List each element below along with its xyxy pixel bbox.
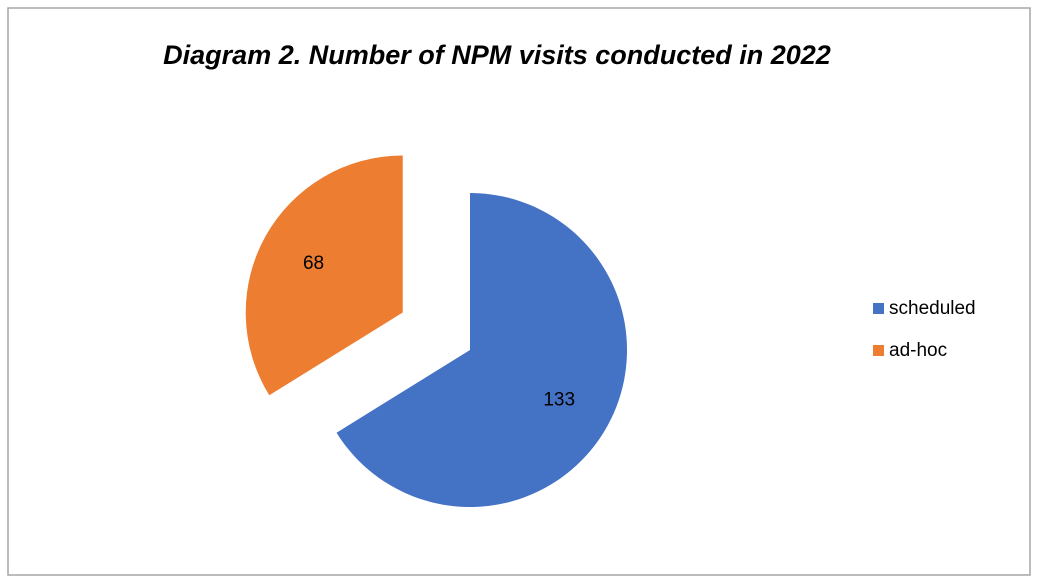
legend-label: ad-hoc — [889, 340, 947, 361]
legend-swatch — [873, 303, 884, 314]
pie-slice — [336, 193, 627, 507]
legend-swatch — [873, 345, 884, 356]
data-label: 133 — [543, 390, 575, 411]
legend-label: scheduled — [889, 298, 976, 319]
pie-slice — [245, 155, 403, 396]
chart-title: Diagram 2. Number of NPM visits conducte… — [163, 40, 831, 70]
data-label: 68 — [303, 253, 324, 274]
